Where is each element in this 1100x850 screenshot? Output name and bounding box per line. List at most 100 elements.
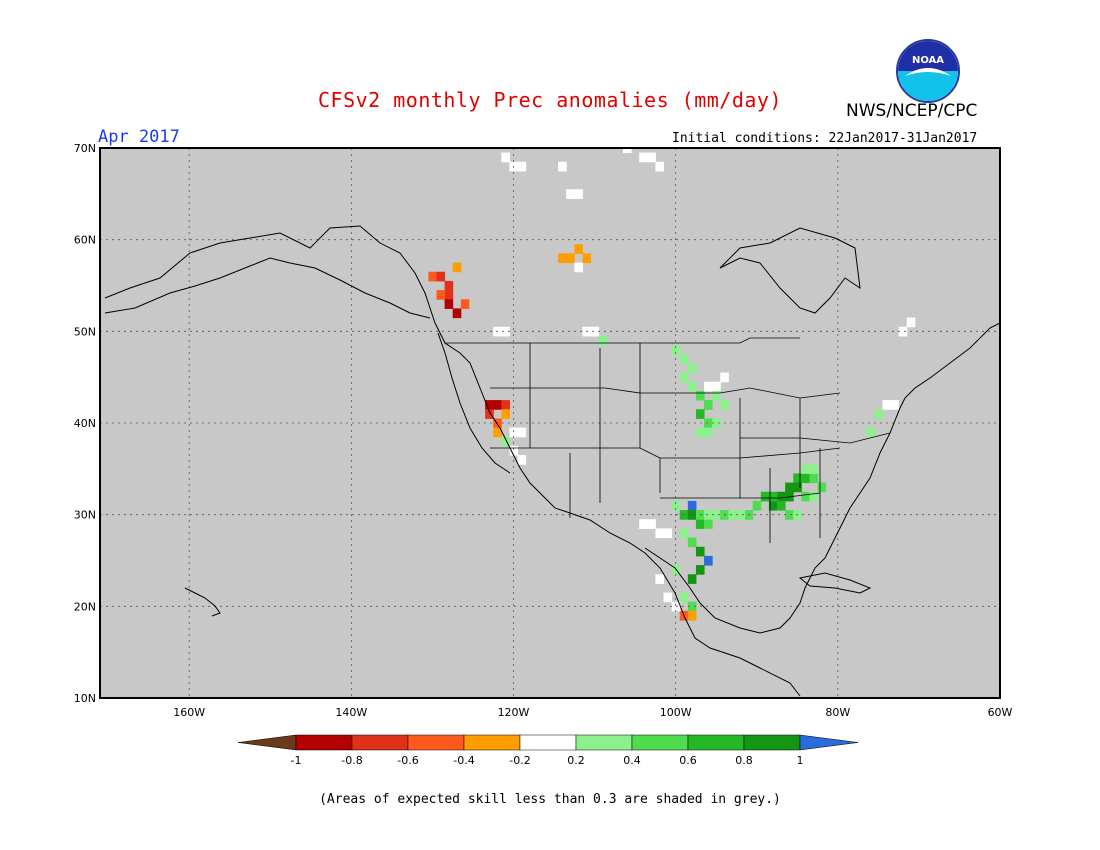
anomaly-cell xyxy=(647,519,656,529)
colorbar-arrow-high xyxy=(799,734,859,751)
anomaly-cell xyxy=(493,400,502,410)
forecast-period: Apr 2017 xyxy=(98,127,180,147)
gulf-coast xyxy=(644,547,826,634)
anomaly-cell xyxy=(882,400,892,410)
colorbar-arrow-low xyxy=(238,734,297,751)
colorbar-tick-label: -0.6 xyxy=(397,754,418,767)
anomaly-cell xyxy=(444,280,454,291)
anomaly-cell xyxy=(598,335,608,346)
anomaly-cell xyxy=(663,528,673,539)
anomaly-cell xyxy=(785,510,794,520)
noaa-logo-text: NOAA xyxy=(912,55,944,66)
anomaly-cell xyxy=(801,491,810,502)
anomaly-cell xyxy=(793,482,802,493)
anomaly-cell xyxy=(704,510,713,520)
anomaly-cell xyxy=(752,500,762,511)
colorbar-box xyxy=(575,734,633,751)
anomaly-cell xyxy=(452,308,462,319)
colorbar-tick-label: -1 xyxy=(291,754,302,767)
anomaly-cell xyxy=(712,418,721,429)
lon-tick-label: 140W xyxy=(335,706,367,719)
anomaly-cell xyxy=(501,400,510,410)
anomaly-cell xyxy=(566,253,575,264)
anomaly-cell xyxy=(687,537,697,548)
lon-tick-label: 160W xyxy=(173,706,205,719)
hudson-bay xyxy=(719,227,861,314)
anomaly-cell xyxy=(695,409,705,419)
lat-tick-label: 40N xyxy=(74,417,96,430)
anomaly-cell xyxy=(517,455,527,465)
anomaly-cell xyxy=(452,262,462,273)
anomaly-cell xyxy=(501,326,510,337)
anomaly-cell xyxy=(493,427,502,438)
organization-label: NWS/NCEP/CPC xyxy=(846,101,978,121)
colorbar-box xyxy=(519,734,577,751)
us-west-coast xyxy=(437,332,511,474)
colorbar-tick-label: 0.4 xyxy=(623,754,641,767)
anomaly-cell xyxy=(695,565,705,575)
anomaly-cell xyxy=(687,601,697,612)
latitude-labels: 70N 60N 50N 40N 30N 20N 10N xyxy=(74,142,96,705)
anomaly-cell xyxy=(704,555,713,566)
skill-footnote: (Areas of expected skill less than 0.3 a… xyxy=(319,792,781,807)
anomaly-cell xyxy=(704,400,713,410)
lon-tick-label: 80W xyxy=(825,706,850,719)
anomaly-cell xyxy=(679,510,689,520)
colorbar-box xyxy=(295,734,353,751)
anomaly-cell xyxy=(655,161,665,172)
anomaly-cell xyxy=(679,372,689,383)
anomaly-cell xyxy=(793,473,802,484)
anomaly-cell xyxy=(712,510,721,520)
anomaly-cell xyxy=(777,491,786,502)
anomaly-cell xyxy=(574,189,583,199)
colorbar-box xyxy=(351,734,409,751)
colorbar-tick-label: 0.6 xyxy=(679,754,697,767)
anomaly-cell xyxy=(485,400,494,410)
anomaly-cell xyxy=(590,326,600,337)
colorbar-tick-label: -0.4 xyxy=(453,754,474,767)
colorbar-tick-label: 0.8 xyxy=(735,754,753,767)
lat-tick-label: 50N xyxy=(74,325,96,338)
anomaly-cell xyxy=(687,510,697,520)
anomaly-cell xyxy=(679,354,689,364)
lon-tick-label: 100W xyxy=(660,706,692,719)
anomaly-map: 70N 60N 50N 40N 30N 20N 10N 160W 140W 120W 100W 80… xyxy=(74,142,1013,719)
anomaly-cell xyxy=(501,409,510,419)
anomaly-cell xyxy=(663,592,673,603)
anomaly-cell xyxy=(728,510,737,520)
colorbar-box xyxy=(631,734,689,751)
anomaly-cell xyxy=(444,290,454,300)
colorbar-boxes xyxy=(238,734,859,751)
anomaly-cell xyxy=(801,464,810,474)
anomaly-cell xyxy=(720,400,729,410)
map-frame xyxy=(99,147,1001,699)
anomaly-cell xyxy=(760,491,770,502)
colorbar-box xyxy=(407,734,465,751)
anomaly-cell xyxy=(720,372,729,383)
anomaly-cell xyxy=(695,390,705,401)
anomaly-cell xyxy=(647,152,656,163)
anomaly-cell xyxy=(509,427,519,438)
anomaly-cell xyxy=(428,271,437,282)
lat-tick-label: 20N xyxy=(74,600,96,613)
anomaly-cell xyxy=(809,491,819,502)
anomaly-cell xyxy=(801,473,810,484)
anomaly-cell xyxy=(687,381,697,392)
anomaly-cell xyxy=(460,299,470,309)
colorbar-tick-label: -0.8 xyxy=(341,754,362,767)
anomaly-cell xyxy=(736,510,746,520)
anomaly-cell xyxy=(866,427,875,438)
east-coast xyxy=(824,322,1001,559)
lat-tick-label: 70N xyxy=(74,142,96,155)
lat-tick-label: 30N xyxy=(74,509,96,522)
anomaly-cell xyxy=(898,326,908,337)
anomaly-cell xyxy=(777,500,786,511)
anomaly-cell xyxy=(558,253,567,264)
anomaly-cell xyxy=(704,519,713,529)
lat-tick-label: 60N xyxy=(74,234,96,247)
north-america-coast xyxy=(104,225,801,697)
anomaly-cell xyxy=(817,482,827,493)
state-borders xyxy=(445,337,891,543)
colorbar-tick-label: 0.2 xyxy=(567,754,585,767)
anomaly-cell xyxy=(704,418,713,429)
